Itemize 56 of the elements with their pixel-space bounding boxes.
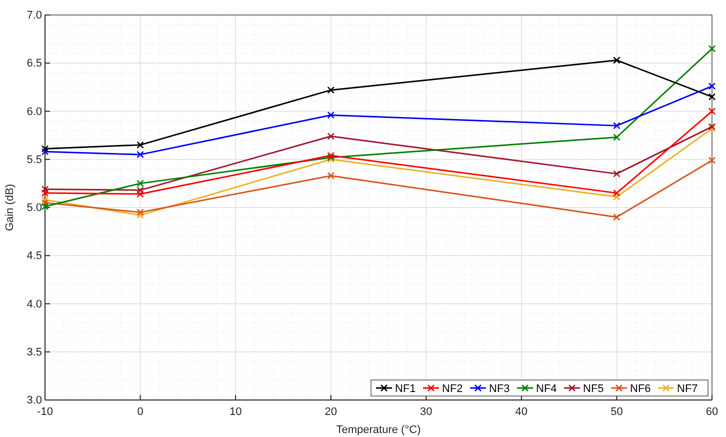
legend-label: NF4 [536, 382, 557, 395]
legend-label: NF2 [442, 382, 463, 395]
y-tick-label: 5.0 [26, 202, 42, 214]
x-tick-label: 50 [610, 406, 623, 418]
point [613, 189, 620, 197]
point [327, 132, 335, 140]
point [613, 193, 620, 201]
x-tick-label: -10 [37, 406, 53, 418]
point [613, 170, 620, 178]
y-tick-label: 4.5 [26, 250, 42, 262]
x-tick-label: 10 [229, 406, 242, 418]
point [708, 45, 716, 52]
point [327, 172, 335, 180]
legend-label: NF7 [677, 382, 698, 395]
x-tick-label: 60 [706, 406, 718, 418]
point [136, 186, 144, 194]
y-tick-label: 6.5 [26, 58, 42, 70]
point [41, 189, 49, 197]
legend-label: NF5 [583, 382, 604, 395]
point [136, 141, 144, 149]
point [613, 122, 620, 130]
x-axis-title: Temperature (°C) [336, 424, 421, 436]
point [613, 134, 620, 141]
point [136, 180, 144, 188]
legend-label: NF6 [630, 382, 651, 395]
point [41, 202, 49, 210]
point [613, 213, 620, 221]
y-tick-label: 6.0 [26, 106, 42, 118]
point [41, 186, 49, 193]
point [708, 93, 716, 100]
point [136, 212, 144, 219]
x-tick-label: 20 [324, 406, 337, 418]
point [708, 108, 716, 115]
point [136, 190, 144, 198]
point [41, 199, 49, 206]
y-tick-label: 3.5 [26, 346, 42, 358]
point [41, 145, 49, 152]
point [136, 208, 144, 216]
point [136, 150, 144, 158]
point [327, 86, 335, 94]
point [327, 111, 335, 119]
point [613, 56, 620, 64]
y-tick-label: 4.0 [26, 298, 42, 310]
point [41, 196, 49, 204]
point [708, 156, 716, 164]
y-axis-title: Gain (dB) [4, 184, 16, 232]
y-tick-label: 7.0 [26, 10, 42, 22]
y-tick-label: 5.5 [26, 154, 42, 166]
x-tick-label: 40 [515, 406, 528, 418]
x-tick-label: 30 [420, 406, 432, 418]
legend-label: NF1 [395, 382, 416, 395]
point [708, 82, 716, 90]
x-tick-label: 0 [137, 406, 144, 418]
legend-label: NF3 [489, 382, 510, 395]
y-tick-label: 3.0 [26, 394, 42, 407]
point [41, 148, 49, 156]
